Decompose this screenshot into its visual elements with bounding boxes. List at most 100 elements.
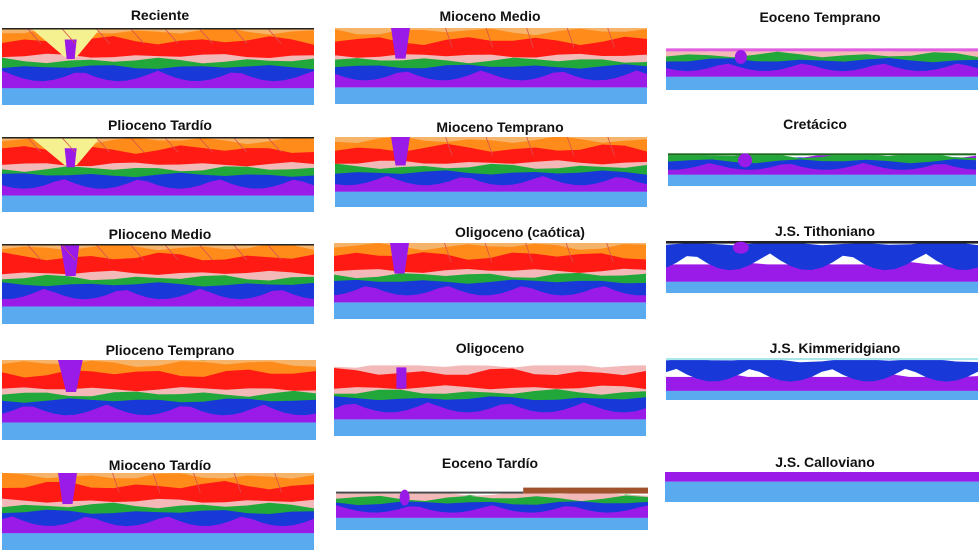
eocene-brown-layer [523, 487, 648, 494]
fault-line [198, 137, 213, 153]
section-plioceno-medio [2, 244, 314, 324]
panel-title: Oligoceno [455, 340, 525, 356]
panel-title: Plioceno Medio [108, 226, 212, 242]
miocene-upper-layer [6, 473, 314, 479]
water-layer [666, 29, 978, 51]
salt-diapir [732, 241, 749, 254]
panel-title: Plioceno Temprano [105, 342, 235, 358]
salt-diapir [60, 244, 80, 276]
fault-line [163, 137, 179, 153]
cretaceous-layer [334, 271, 646, 284]
panel-title: Plioceno Tardío [108, 117, 212, 133]
jurassic-layer [334, 277, 646, 296]
fault-line [129, 244, 145, 261]
water-layer [334, 360, 646, 366]
basement-layer [668, 174, 976, 186]
salt-layer [665, 472, 979, 482]
panel-title: Reciente [130, 7, 190, 23]
pliocene-layer [197, 360, 208, 361]
oligocene-layer [2, 368, 316, 392]
eocene-layer [2, 161, 314, 172]
top-line [666, 358, 978, 361]
top-line [2, 137, 314, 139]
basement-layer [2, 88, 314, 105]
salt-diapir [391, 137, 410, 166]
jurassic-layer [2, 396, 316, 416]
section-plioceno-temprano [2, 360, 316, 440]
basement-layer [334, 419, 646, 436]
miocene-upper-layer [334, 243, 646, 251]
fault-line [233, 473, 242, 493]
fault-line [95, 244, 110, 261]
eocene-layer [334, 384, 646, 395]
basement-layer [2, 422, 316, 440]
fault-line [485, 28, 494, 48]
fault-line [565, 243, 574, 263]
fault-line [129, 137, 145, 153]
basement-layer [336, 517, 648, 530]
basement-layer [2, 195, 314, 212]
section-mioceno-tardio [2, 473, 314, 550]
basement-layer [666, 76, 978, 90]
fault-line [266, 244, 282, 261]
fault-line [232, 28, 248, 44]
section-oligoceno-caotica [334, 243, 646, 319]
eocene-layer [335, 52, 647, 64]
upper-pink-layer [334, 362, 646, 376]
fault-line [484, 243, 493, 263]
fault-line [152, 473, 161, 493]
salt-diapir [390, 243, 409, 274]
top-line [666, 241, 978, 244]
jurassic-layer [2, 63, 314, 82]
basement-layer [335, 191, 647, 207]
fault-line [266, 137, 282, 153]
top-line [666, 48, 978, 52]
miocene-layer [2, 473, 314, 490]
section-js-kimmeridgiano [666, 358, 978, 400]
miocene-layer [2, 137, 314, 154]
salt-diapir [738, 153, 752, 168]
fault-line [485, 137, 494, 156]
fault-line [26, 244, 42, 261]
fault-line [129, 28, 145, 44]
cretaceous-layer [2, 165, 314, 178]
panel-title: Eoceno Temprano [759, 9, 881, 25]
panel-title: J.S. Calloviano [775, 454, 875, 470]
panel-title: Oligoceno (caótica) [455, 224, 585, 240]
top-line [2, 28, 314, 30]
fault-line [163, 28, 179, 44]
salt-diapir [391, 28, 410, 59]
salt-layer [666, 376, 978, 391]
fault-line [274, 473, 282, 493]
basement-layer [2, 533, 314, 550]
salt-diapir [58, 360, 83, 392]
section-oligoceno [334, 360, 646, 436]
oligocene-layer [335, 35, 647, 58]
fault-line [566, 28, 575, 48]
salt-diapir [396, 367, 407, 389]
fault-line [26, 28, 42, 44]
section-plioceno-tardio [2, 137, 314, 212]
section-eoceno-temprano [666, 29, 978, 90]
jurassic-layer [2, 170, 314, 189]
section-js-tithoniano [666, 241, 978, 293]
basement-layer [666, 390, 978, 400]
section-mioceno-medio [335, 28, 647, 104]
cretaceous-layer [2, 389, 316, 403]
oligocene-layer [334, 251, 646, 273]
fault-line [607, 28, 615, 48]
fault-line [198, 244, 213, 261]
jurassic-layer [2, 507, 314, 527]
section-js-calloviano [665, 472, 979, 502]
miocene-upper-layer [2, 244, 314, 251]
basement-layer [2, 306, 314, 324]
fault-line [526, 28, 534, 48]
salt-diapir [64, 39, 77, 59]
salt-diapir [64, 148, 77, 168]
fault-line [445, 137, 453, 156]
panel-title: J.S. Tithoniano [774, 223, 876, 239]
fault-line [232, 244, 248, 261]
salt-diapir [58, 473, 77, 504]
panel-title: J.S. Kimmeridgiano [769, 340, 901, 356]
fault-line [232, 137, 248, 153]
